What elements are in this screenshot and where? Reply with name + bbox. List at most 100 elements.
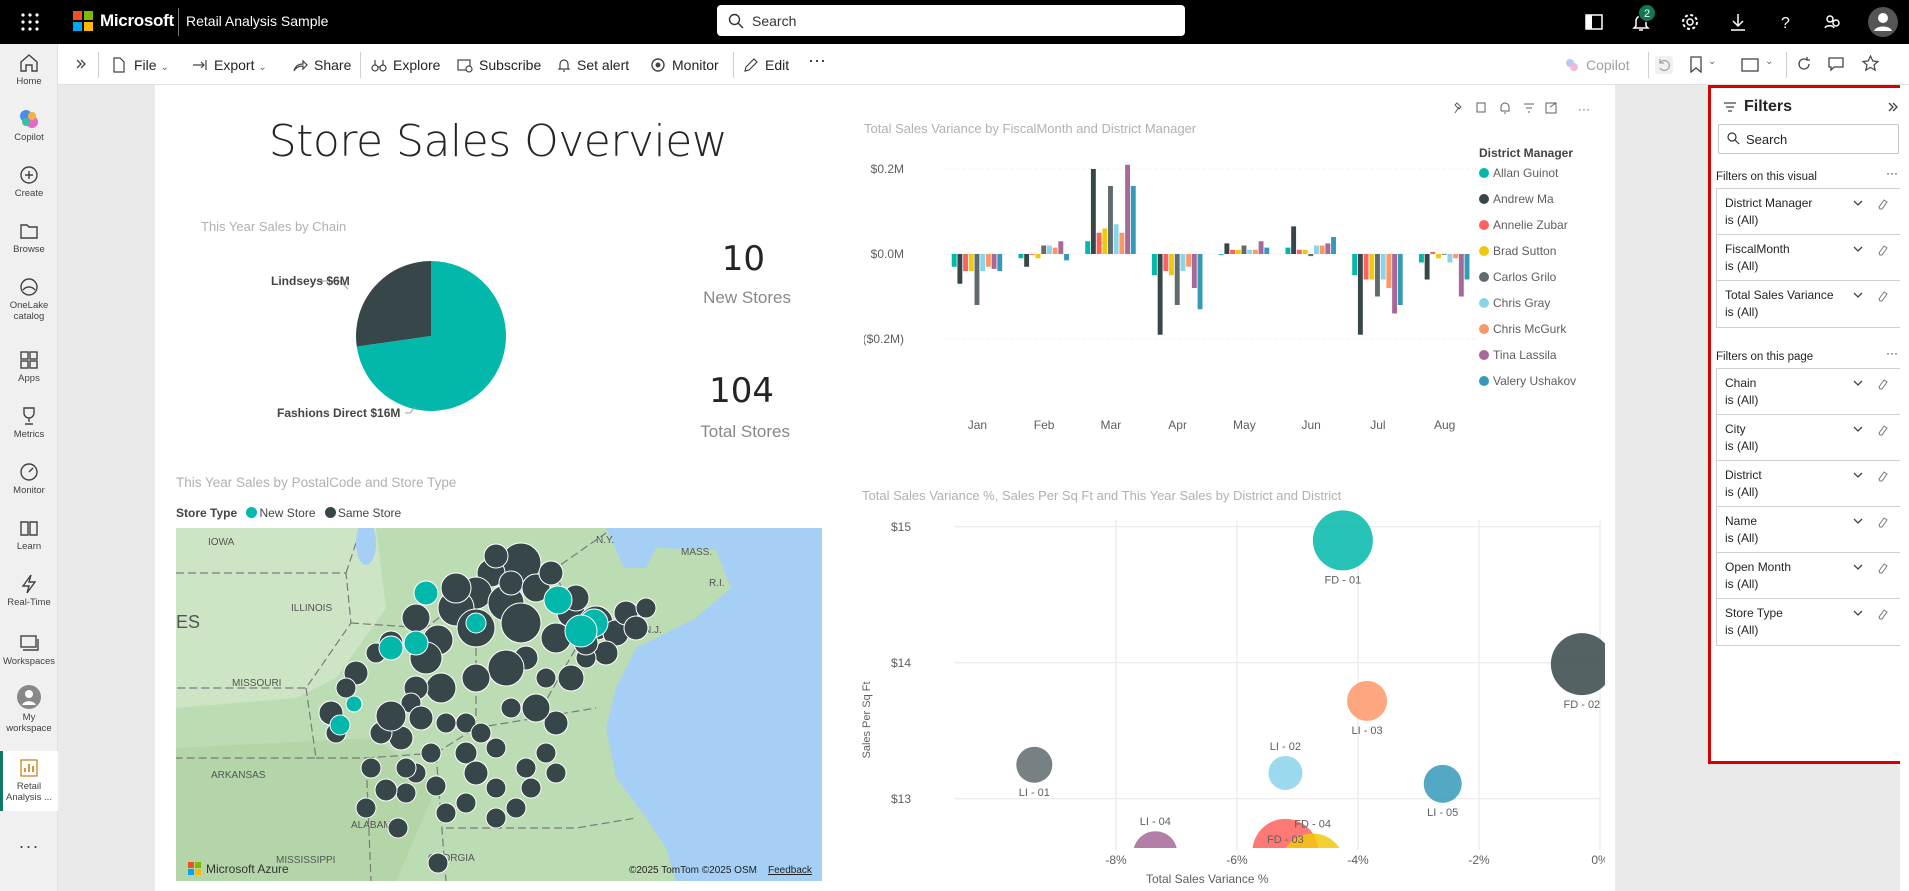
same-store-bubble[interactable] xyxy=(455,712,477,734)
bar-apr-brad-sutton[interactable] xyxy=(1169,254,1174,276)
scatter-point-li-04[interactable] xyxy=(1133,831,1177,875)
nav-learn[interactable]: Learn xyxy=(0,517,58,552)
bar-mar-tina-lassila[interactable] xyxy=(1125,164,1131,254)
same-store-bubble[interactable] xyxy=(395,757,417,779)
scatter-chart[interactable]: FD - 01 FD - 02 LI - 03 LI - 01 LI - 02 LI - … xyxy=(855,505,1605,891)
feedback-people-icon[interactable] xyxy=(1822,11,1844,33)
same-store-bubble[interactable] xyxy=(387,817,409,839)
bar-jul-annelie-zubar[interactable] xyxy=(1363,254,1369,280)
chevron-down-icon[interactable]: ⌄ xyxy=(1708,56,1717,67)
scatter-point-li-01[interactable] xyxy=(1016,746,1053,783)
eraser-icon[interactable] xyxy=(1877,516,1889,528)
same-store-bubble[interactable] xyxy=(487,649,525,687)
collapse-chevron-icon[interactable] xyxy=(1887,100,1899,114)
bar-jan-tina-lassila[interactable] xyxy=(991,254,997,269)
bar-legend-item[interactable]: Chris McGurk xyxy=(1479,322,1566,336)
bar-apr-carlos-grilo[interactable] xyxy=(1174,254,1180,305)
bar-feb-valery-ushakov[interactable] xyxy=(1064,254,1069,261)
same-store-bubble[interactable] xyxy=(538,560,564,586)
nav-onelake[interactable]: OneLake catalog xyxy=(0,276,58,322)
nav-home[interactable]: Home xyxy=(0,52,58,87)
bar-jun-andrew-ma[interactable] xyxy=(1291,226,1297,254)
new-store-bubble[interactable] xyxy=(413,580,439,606)
same-store-bubble[interactable] xyxy=(500,602,542,644)
same-store-bubble[interactable] xyxy=(408,705,434,731)
monitor-button[interactable]: Monitor xyxy=(650,55,719,75)
nav-my-workspace[interactable]: My workspace xyxy=(0,684,58,734)
nav-realtime[interactable]: Real-Time xyxy=(0,573,58,608)
chevron-down-icon[interactable] xyxy=(1853,471,1863,479)
same-store-bubble[interactable] xyxy=(485,777,507,799)
same-store-bubble[interactable] xyxy=(535,667,557,689)
bar-feb-chris-mcgurk[interactable] xyxy=(1052,247,1058,254)
same-store-bubble[interactable] xyxy=(535,742,557,764)
comment-icon[interactable] xyxy=(1828,56,1844,72)
new-store-bubble[interactable] xyxy=(403,630,429,656)
same-store-bubble[interactable] xyxy=(335,677,357,699)
legend-same-store[interactable]: Same Store xyxy=(337,506,402,520)
filter-card-name[interactable]: Name is (All) xyxy=(1716,506,1902,554)
map-feedback-link[interactable]: Feedback xyxy=(768,865,813,876)
same-store-bubble[interactable] xyxy=(375,700,407,732)
same-store-bubble[interactable] xyxy=(463,760,489,786)
same-store-bubble[interactable] xyxy=(515,757,537,779)
bar-jul-tina-lassila[interactable] xyxy=(1392,254,1398,314)
help-icon[interactable]: ? xyxy=(1775,11,1797,33)
new-store-bubble[interactable] xyxy=(465,612,487,634)
bar-jul-brad-sutton[interactable] xyxy=(1369,254,1375,280)
bar-legend-item[interactable]: Tina Lassila xyxy=(1479,348,1557,362)
same-store-bubble[interactable] xyxy=(498,570,524,596)
same-store-bubble[interactable] xyxy=(485,737,507,759)
bar-jan-chris-mcgurk[interactable] xyxy=(985,254,991,267)
bar-jul-chris-gray[interactable] xyxy=(1380,254,1386,280)
bar-may-allan-guinot[interactable] xyxy=(1218,254,1224,255)
bar-apr-tina-lassila[interactable] xyxy=(1191,254,1197,288)
same-store-bubble[interactable] xyxy=(420,742,442,764)
bar-feb-brad-sutton[interactable] xyxy=(1035,254,1041,259)
bar-aug-carlos-grilo[interactable] xyxy=(1441,254,1447,255)
copilot-button[interactable]: Copilot xyxy=(1564,55,1630,75)
scatter-point-fd-04[interactable] xyxy=(1281,833,1345,891)
same-store-bubble[interactable] xyxy=(505,797,527,819)
bar-feb-andrew-ma[interactable] xyxy=(1024,254,1030,267)
same-store-bubble[interactable] xyxy=(483,543,509,569)
bar-mar-allan-guinot[interactable] xyxy=(1085,241,1091,254)
bar-mar-carlos-grilo[interactable] xyxy=(1108,186,1113,254)
bar-jan-valery-ushakov[interactable] xyxy=(997,254,1003,271)
bar-jun-chris-mcgurk[interactable] xyxy=(1319,245,1325,255)
bar-feb-annelie-zubar[interactable] xyxy=(1029,254,1035,255)
bar-may-carlos-grilo[interactable] xyxy=(1241,245,1247,255)
bar-feb-tina-lassila[interactable] xyxy=(1058,241,1064,254)
bar-jan-chris-gray[interactable] xyxy=(980,254,986,271)
bar-jul-allan-guinot[interactable] xyxy=(1352,254,1358,276)
eraser-icon[interactable] xyxy=(1877,608,1889,620)
filter-card-city[interactable]: City is (All) xyxy=(1716,414,1902,462)
bar-may-chris-mcgurk[interactable] xyxy=(1252,249,1258,254)
nav-browse[interactable]: Browse xyxy=(0,220,58,255)
filter-icon[interactable] xyxy=(1524,103,1534,113)
bar-aug-chris-mcgurk[interactable] xyxy=(1453,254,1459,259)
file-menu[interactable]: File ⌄ xyxy=(112,55,169,75)
chevron-down-icon[interactable] xyxy=(1853,379,1863,387)
subscribe-button[interactable]: Subscribe xyxy=(457,55,541,75)
same-store-bubble[interactable] xyxy=(425,775,447,797)
bar-apr-chris-gray[interactable] xyxy=(1180,254,1186,271)
scatter-point-li-03[interactable] xyxy=(1347,680,1388,721)
same-store-bubble[interactable] xyxy=(635,597,657,619)
same-store-bubble[interactable] xyxy=(470,722,492,744)
explore-button[interactable]: Explore xyxy=(371,55,440,75)
pie-slice-lindseys[interactable] xyxy=(356,261,431,347)
share-button[interactable]: Share xyxy=(292,55,351,75)
filter-card-chain[interactable]: Chain is (All) xyxy=(1716,368,1902,416)
same-store-bubble[interactable] xyxy=(500,697,522,719)
same-store-bubble[interactable] xyxy=(440,572,472,604)
bar-jun-annelie-zubar[interactable] xyxy=(1296,249,1302,254)
bar-jun-valery-ushakov[interactable] xyxy=(1331,237,1336,254)
bar-legend-item[interactable]: Annelie Zubar xyxy=(1479,218,1568,232)
set-alert-button[interactable]: Set alert xyxy=(557,55,629,75)
same-store-bubble[interactable] xyxy=(427,852,449,874)
chevron-down-icon[interactable] xyxy=(1853,245,1863,253)
panel-icon[interactable] xyxy=(1583,11,1605,33)
bar-aug-chris-gray[interactable] xyxy=(1447,254,1453,263)
chevron-down-icon[interactable] xyxy=(1853,291,1863,299)
